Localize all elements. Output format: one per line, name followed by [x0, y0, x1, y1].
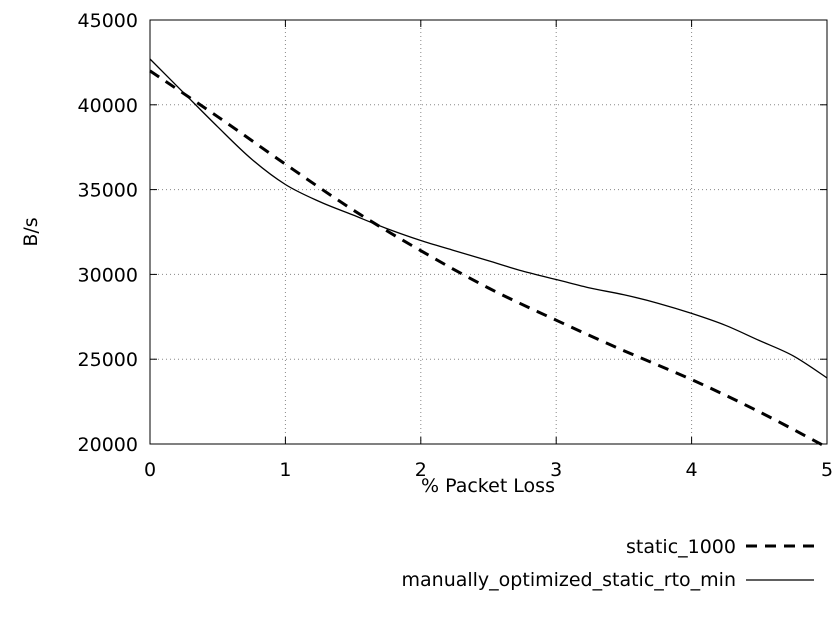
x-tick-label: 1 — [279, 459, 291, 481]
x-tick-label: 5 — [821, 459, 833, 481]
x-tick-label: 3 — [550, 459, 562, 481]
tick-marks — [149, 19, 828, 445]
x-tick-label: 2 — [415, 459, 427, 481]
y-tick-label: 45000 — [78, 10, 138, 32]
series-group — [149, 58, 828, 449]
x-tick-label: 0 — [144, 459, 156, 481]
x-tick-label: 4 — [686, 459, 698, 481]
plot-frame — [149, 19, 828, 445]
y-axis-label: B/s — [20, 217, 42, 246]
legend: static_1000 manually_optimized_static_rt… — [402, 536, 814, 591]
series-line-static-1000 — [149, 69, 828, 449]
y-tick-label: 20000 — [78, 434, 138, 456]
y-tick-label: 35000 — [78, 180, 138, 202]
legend-label-manually-optimized-static-rto-min: manually_optimized_static_rto_min — [402, 569, 737, 591]
x-tick-labels: 0 1 2 3 4 5 — [144, 459, 833, 481]
y-tick-label: 40000 — [78, 95, 138, 117]
y-tick-labels: 20000 25000 30000 35000 40000 45000 — [78, 10, 138, 456]
y-tick-label: 25000 — [78, 349, 138, 371]
x-axis-label: % Packet Loss — [421, 475, 555, 497]
series-line-manually-optimized-static-rto-min — [149, 58, 828, 379]
legend-label-static-1000: static_1000 — [626, 536, 736, 558]
grid-lines — [150, 20, 827, 444]
y-tick-label: 30000 — [78, 264, 138, 286]
